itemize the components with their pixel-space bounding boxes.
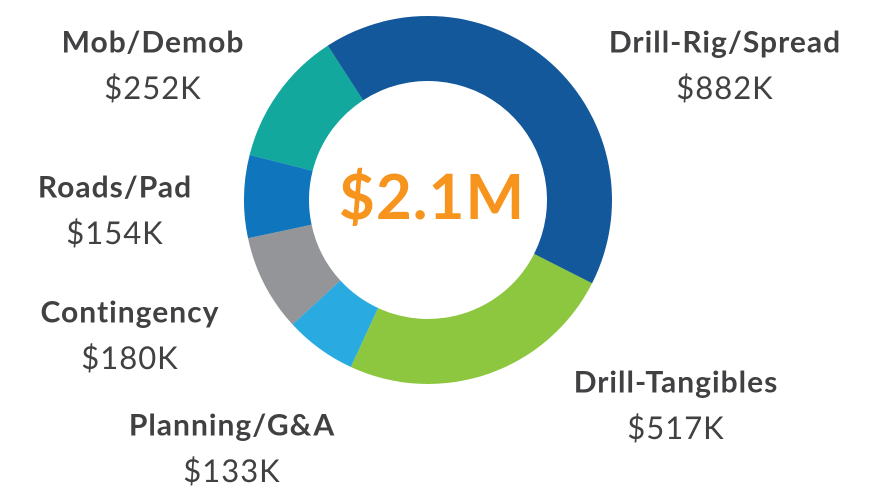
value-label: $154K [66, 213, 163, 251]
value-label: $133K [183, 451, 280, 486]
value-label: $180K [81, 338, 178, 376]
donut-segment [327, 16, 612, 284]
category-label: Planning/G&A [129, 407, 335, 443]
center-label: $2.1M [339, 159, 525, 233]
donut-segment [292, 280, 379, 368]
value-label: $517K [627, 408, 724, 446]
category-label: Drill-Rig/Spread [609, 24, 841, 60]
donut-segment [249, 45, 364, 171]
donut-segment [248, 224, 341, 325]
donut-segment [243, 154, 313, 239]
category-label: Mob/Demob [62, 24, 245, 60]
category-label: Drill-Tangibles [574, 364, 779, 400]
value-label: $882K [676, 68, 773, 106]
value-label: $252K [104, 68, 201, 106]
category-label: Roads/Pad [38, 169, 192, 205]
category-label: Contingency [41, 294, 220, 330]
donut-segment [350, 253, 593, 384]
